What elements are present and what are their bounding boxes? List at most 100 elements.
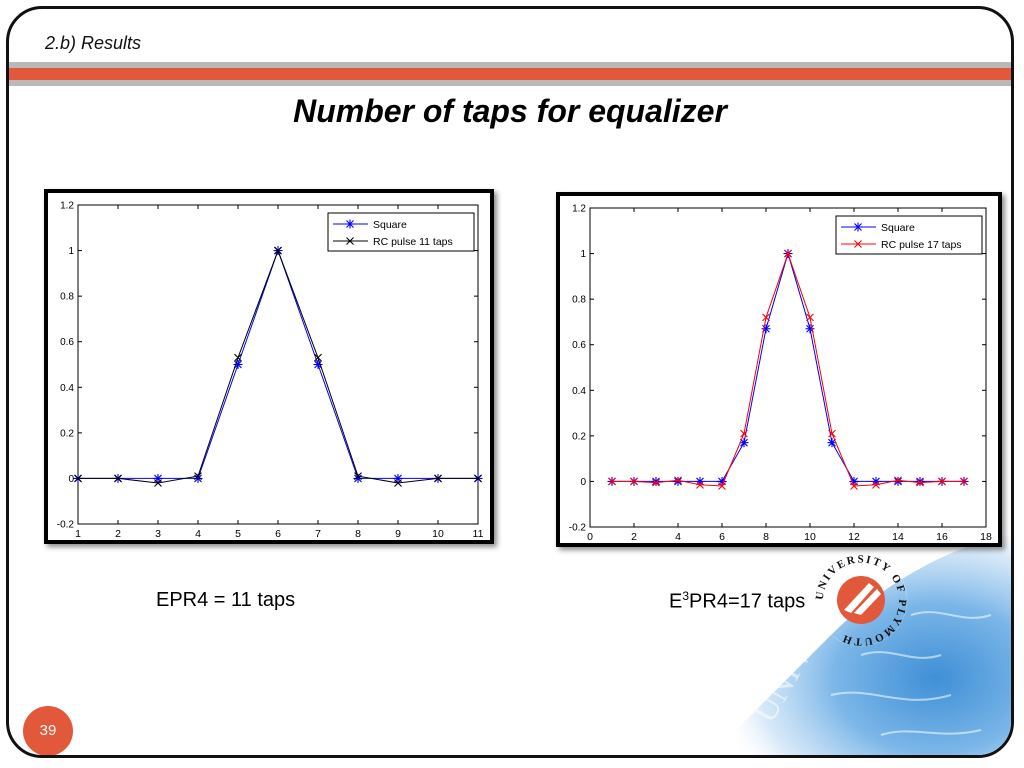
section-label: 2.b) Results (45, 33, 142, 53)
chart0-legend-marker-1 (346, 237, 354, 245)
chart0-series-1-point (194, 472, 202, 481)
chart1-x-tick-label: 12 (848, 531, 860, 543)
chart1-series-1-point (608, 477, 616, 486)
header-band-accent (9, 68, 1011, 80)
chart0-legend-label-0: Square (373, 219, 407, 231)
chart0-series-1-point (154, 479, 162, 487)
chart0-y-tick-label: 0.6 (60, 337, 74, 348)
chart1-legend-box (835, 215, 983, 255)
chart1-series-1-point (652, 478, 660, 487)
chart1-series-1-point (850, 482, 858, 490)
chart0-series-1-point (314, 353, 322, 362)
chart1-series-1-point (806, 313, 814, 322)
chart1-y-tick-label: 1 (580, 249, 586, 260)
chart1-series-1-point (696, 480, 704, 489)
chart1-y-tick-label: -0.2 (569, 523, 587, 534)
chart1-series-1-point (674, 476, 682, 485)
chart1-y-tick-label: 1.2 (572, 204, 586, 215)
chart0-series-0-point (313, 360, 323, 369)
chart0-legend: Square RC pulse 11 taps (327, 212, 475, 252)
chart1-series-0-point (893, 476, 903, 486)
caption-left: EPR4 = 11 taps (156, 589, 296, 611)
chart0-x-tick-label: 7 (315, 528, 321, 540)
chart1-plot-area (589, 207, 987, 528)
caption-right: E3PR4=17 taps (669, 589, 805, 614)
chart1-x-tick-label: 4 (675, 531, 681, 543)
chart1-x-tick-label: 16 (936, 531, 948, 543)
header-band-bottom (9, 80, 1011, 86)
chart0-y-tick-label: 1.2 (60, 201, 74, 212)
chart1-series-1-point (630, 477, 638, 486)
chart0-series-0-point (393, 473, 403, 483)
chart1-series-0-point (915, 476, 925, 486)
chart1-y-tick-label: 0.6 (572, 340, 586, 351)
chart1-y-tick-label: 0 (580, 477, 586, 488)
chart1-series-0-point (739, 438, 749, 448)
chart0-x-tick-label: 3 (155, 528, 161, 540)
chart0-x-tick-label: 2 (115, 528, 121, 540)
chart1-series-1-point (872, 480, 880, 489)
chart1-x-tick-label: 2 (631, 531, 637, 543)
chart0-series-1-point (354, 472, 362, 481)
chart1-series-0-point (827, 438, 837, 448)
chart1-legend-marker-0 (853, 222, 863, 232)
chart0-series-1-point (74, 474, 82, 483)
chart1-series-1-point (894, 476, 902, 485)
chart1-y-tick-label: 0.2 (572, 431, 586, 442)
chart1-x-tick-label: 0 (587, 531, 593, 543)
chart0-legend-marker-0 (345, 219, 355, 229)
page-number-badge: 39 (23, 706, 73, 755)
chart1-series-1-point (828, 429, 836, 438)
chart0-x-tick-label: 1 (75, 528, 81, 540)
chart1-x-tick-label: 6 (719, 531, 725, 543)
chart0-legend-label-1: RC pulse 11 taps (373, 236, 453, 248)
chart1-series-1-point (938, 477, 946, 486)
chart1-legend-label-0: Square (881, 222, 915, 234)
chart1-y-tick-label: 0.4 (572, 386, 586, 397)
chart0-plot-area (77, 204, 479, 525)
chart0-x-tick-label: 11 (473, 528, 484, 540)
header-band-top (9, 62, 1011, 68)
slide-title: Number of taps for equalizer (293, 93, 727, 129)
chart0-series-0-point (153, 473, 163, 483)
caption-right-sup: 3 (682, 589, 690, 603)
chart0-x-tick-label: 6 (275, 528, 281, 540)
chart1-series-1-point (960, 477, 968, 486)
chart0-series-1-point (114, 474, 122, 483)
chart0-series-1-point (394, 479, 402, 487)
chart0-x-tick-label: 10 (432, 528, 444, 540)
chart0-series-1-point (274, 246, 282, 255)
chart0-y-tick-label: -0.2 (57, 520, 75, 531)
chart1-legend-label-1: RC pulse 17 taps (881, 239, 962, 251)
chart1-legend-marker-1 (854, 240, 862, 248)
chart1-series-0-point (651, 476, 661, 486)
chart0-y-tick-label: 0.8 (60, 292, 74, 303)
chart-left-box: 1 2 3 4 5 6 7 8 9 10 11 -0.2 0 0.2 0.4 0.6 0.8 1 1.2 Square… (44, 189, 494, 544)
chart0-x-tick-label: 9 (395, 528, 401, 540)
chart1-x-tick-label: 18 (980, 531, 992, 543)
chart0-series-1-point (434, 474, 442, 483)
chart-right: 0 2 4 6 8 10 12 14 16 18-0.200.20.40.60.811.2Squa… (569, 204, 992, 544)
chart1-series-1-point (784, 249, 792, 258)
chart1-series-1-point (762, 313, 770, 322)
chart1-series-1-point (916, 478, 924, 487)
chart0-x-tick-label: 4 (195, 528, 201, 540)
chart1-x-tick-label: 14 (892, 531, 904, 543)
chart0-series-1-point (234, 353, 242, 362)
chart0-series-0-point (233, 360, 243, 369)
chart0-legend-box (327, 212, 475, 252)
caption-right-prefix: E (669, 590, 683, 613)
chart-right-box: 0 2 4 6 8 10 12 14 16 18 -0.2 0 0.2 0.4 0.6 0.8 1 1.2 Squa… (556, 192, 1002, 547)
chart0-y-tick-label: 1 (68, 246, 74, 257)
chart-left: 1 2 3 4 5 6 7 8 9 10 11 -0.2 0 0.2 0.4 0.6 0.8 1 1.2 Square… (57, 201, 484, 541)
chart0-series-1-point (474, 474, 482, 483)
chart1-y-tick-label: 0.8 (572, 295, 586, 306)
chart1-series-1-point (740, 429, 748, 438)
chart0-x-tick-label: 5 (235, 528, 241, 540)
chart1-x-tick-label: 8 (763, 531, 769, 543)
chart1-series-0-point (673, 476, 683, 486)
caption-right-suffix: PR4=17 taps (689, 590, 806, 613)
university-watermark: UNIVERSITY UNIVERSITY OF PLYMOUTH (711, 535, 1011, 755)
chart1-series-0-point (761, 324, 771, 334)
chart0-y-tick-label: 0 (68, 474, 74, 485)
